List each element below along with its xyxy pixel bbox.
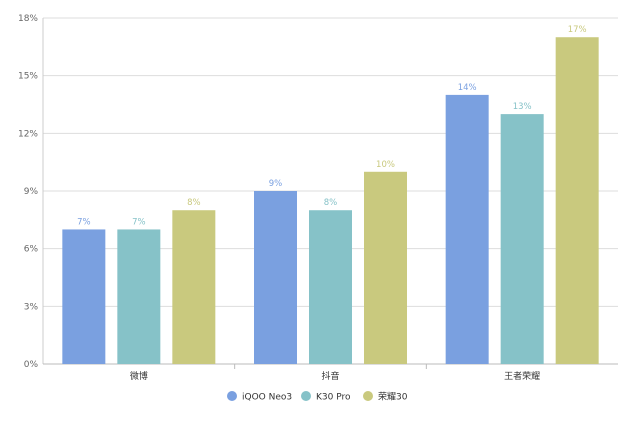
- data-label: 10%: [376, 160, 395, 170]
- y-tick-label: 6%: [24, 245, 39, 255]
- x-category-label: 微博: [130, 370, 148, 382]
- data-label: 7%: [77, 217, 91, 227]
- data-label: 7%: [132, 217, 146, 227]
- bar: [555, 37, 599, 364]
- y-tick-label: 12%: [18, 129, 38, 139]
- legend-label[interactable]: iQOO Neo3: [242, 393, 292, 403]
- bar: [445, 94, 489, 364]
- bar: [172, 210, 216, 364]
- x-category-label: 王者荣耀: [504, 370, 540, 382]
- legend-marker[interactable]: [301, 391, 311, 401]
- bar: [254, 191, 297, 364]
- data-label: 14%: [458, 83, 477, 93]
- bars: [62, 37, 599, 364]
- legend-marker[interactable]: [363, 391, 373, 401]
- x-category-label: 抖音: [321, 370, 339, 382]
- data-label: 13%: [513, 102, 532, 112]
- y-tick-label: 9%: [24, 187, 39, 197]
- data-label: 9%: [269, 179, 283, 189]
- data-label: 8%: [187, 198, 201, 208]
- bar: [62, 229, 106, 364]
- y-tick-label: 0%: [24, 360, 39, 370]
- legend: iQOO Neo3 K30 Pro 荣耀30: [227, 391, 408, 403]
- y-tick-label: 18%: [18, 14, 38, 24]
- data-label: 8%: [324, 198, 338, 208]
- bar: [364, 171, 407, 364]
- data-label: 17%: [568, 25, 587, 35]
- data-labels: 7% 7% 8% 9% 8% 10% 14% 13% 17%: [77, 25, 587, 227]
- legend-label[interactable]: 荣耀30: [378, 391, 408, 403]
- bar: [500, 114, 544, 364]
- y-tick-label: 15%: [18, 72, 38, 82]
- legend-marker[interactable]: [227, 391, 237, 401]
- legend-label[interactable]: K30 Pro: [316, 393, 351, 403]
- y-tick-label: 3%: [24, 302, 39, 312]
- bar: [309, 210, 352, 364]
- bar: [117, 229, 161, 364]
